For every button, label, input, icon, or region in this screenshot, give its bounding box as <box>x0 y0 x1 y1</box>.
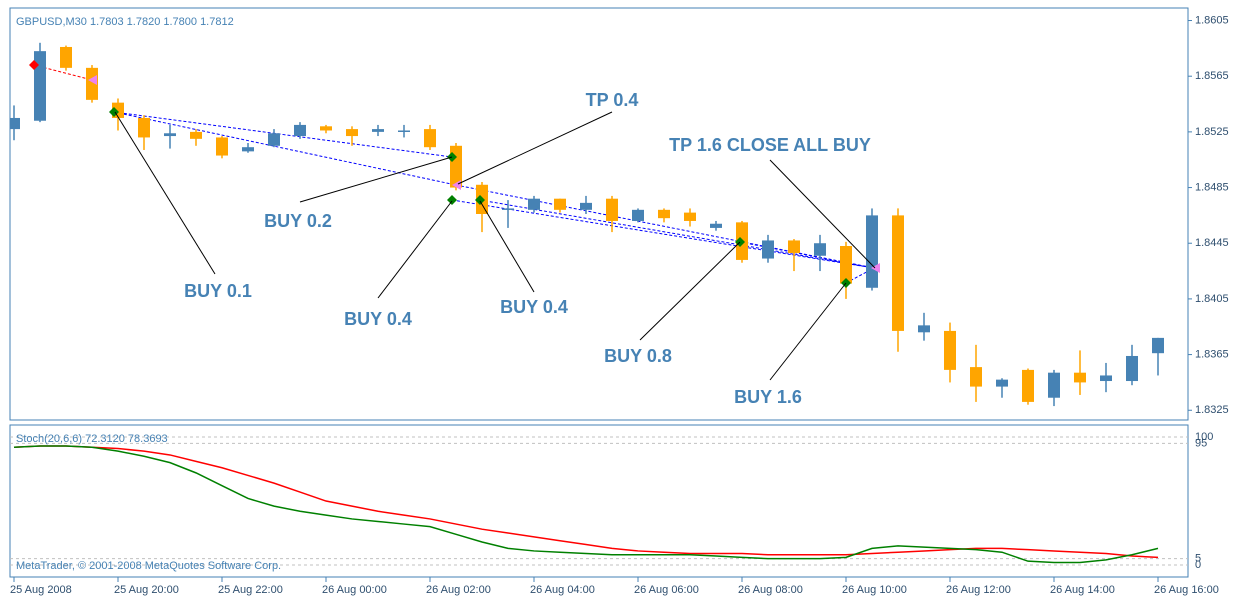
candle-body <box>1022 369 1034 402</box>
candle-body <box>60 46 72 68</box>
y-tick-label: 1.8565 <box>1195 70 1229 82</box>
candle-body <box>528 198 540 210</box>
candle-body <box>788 240 800 253</box>
candle-body <box>346 129 358 137</box>
annotation: BUY 0.1 <box>184 281 252 301</box>
candle-body <box>502 208 514 210</box>
annotation: TP 1.6 CLOSE ALL BUY <box>669 135 871 155</box>
candle-body <box>294 124 306 137</box>
candle-body <box>814 243 826 256</box>
candle-body <box>632 209 644 221</box>
stoch-plot <box>10 436 1188 566</box>
candle-body <box>242 147 254 152</box>
candle-body <box>398 130 410 132</box>
stoch-line <box>13 445 1159 564</box>
annotation: BUY 0.2 <box>264 211 332 231</box>
candle-body <box>1152 337 1164 354</box>
chart-title: GBPUSD,M30 1.7803 1.7820 1.7800 1.7812 <box>16 16 234 28</box>
candle-body <box>554 198 566 210</box>
candle-body <box>1074 372 1086 383</box>
candle-body <box>1126 355 1138 382</box>
x-tick-label: 26 Aug 16:00 <box>1154 584 1219 596</box>
candle-body <box>918 325 930 333</box>
candle-body <box>996 379 1008 387</box>
candle-body <box>138 117 150 138</box>
x-tick-label: 26 Aug 08:00 <box>738 584 803 596</box>
y-tick-label: 1.8485 <box>1195 181 1229 193</box>
candle-body <box>1100 375 1112 382</box>
x-tick-label: 26 Aug 14:00 <box>1050 584 1115 596</box>
candle-body <box>710 223 722 228</box>
y-tick-label: 1.8605 <box>1195 14 1229 26</box>
candle-body <box>866 215 878 288</box>
candle-body <box>320 126 332 131</box>
trade-line <box>479 199 875 269</box>
annotation: BUY 0.4 <box>500 297 568 317</box>
candle-body <box>970 367 982 387</box>
candle-body <box>372 129 384 132</box>
y-tick-label: 1.8405 <box>1195 293 1229 305</box>
y-tick-label: 1.8325 <box>1195 404 1229 416</box>
y-tick-label: 1.8445 <box>1195 237 1229 249</box>
watermark: MetaTrader, © 2001-2008 MetaQuotes Softw… <box>16 560 281 572</box>
x-tick-label: 26 Aug 02:00 <box>426 584 491 596</box>
candle-body <box>34 51 46 121</box>
annotation: BUY 0.8 <box>604 346 672 366</box>
candle-body <box>190 131 202 139</box>
y-tick-label: 100 <box>1195 431 1213 443</box>
y-tick-label: 1.8525 <box>1195 126 1229 138</box>
x-tick-label: 26 Aug 04:00 <box>530 584 595 596</box>
trade-line <box>113 111 453 158</box>
candle-body <box>424 129 436 148</box>
y-tick-label: 95 <box>1195 437 1207 449</box>
y-tick-label: 1.8365 <box>1195 348 1229 360</box>
candle-body <box>164 133 176 137</box>
x-tick-label: 26 Aug 06:00 <box>634 584 699 596</box>
candle-body <box>944 330 956 370</box>
x-tick-label: 25 Aug 2008 <box>10 584 72 596</box>
annotation-pointers <box>114 111 876 381</box>
trade-line <box>451 199 875 269</box>
x-tick-label: 25 Aug 22:00 <box>218 584 283 596</box>
price-panel <box>9 7 1189 421</box>
candle-body <box>606 198 618 221</box>
annotation: BUY 0.4 <box>344 309 412 329</box>
indicator-title: Stoch(20,6,6) 72.3120 78.3693 <box>16 433 168 445</box>
candle-body <box>892 215 904 331</box>
candle-body <box>216 137 228 156</box>
candle-body <box>580 202 592 210</box>
candle-body <box>762 240 774 259</box>
candle-body <box>268 133 280 146</box>
candle-body <box>658 209 670 219</box>
candle-body <box>840 246 852 284</box>
y-tick-label: 5 <box>1195 553 1201 565</box>
candle-body <box>684 212 696 221</box>
candle-body <box>1048 372 1060 398</box>
annotation: TP 0.4 <box>586 90 639 110</box>
x-tick-label: 26 Aug 00:00 <box>322 584 387 596</box>
candle-body <box>10 117 20 130</box>
annotation: BUY 1.6 <box>734 387 802 407</box>
x-tick-label: 25 Aug 20:00 <box>114 584 179 596</box>
x-tick-label: 26 Aug 10:00 <box>842 584 907 596</box>
x-tick-label: 26 Aug 12:00 <box>946 584 1011 596</box>
candle-body <box>86 67 98 100</box>
y-tick-label: 0 <box>1195 559 1201 571</box>
